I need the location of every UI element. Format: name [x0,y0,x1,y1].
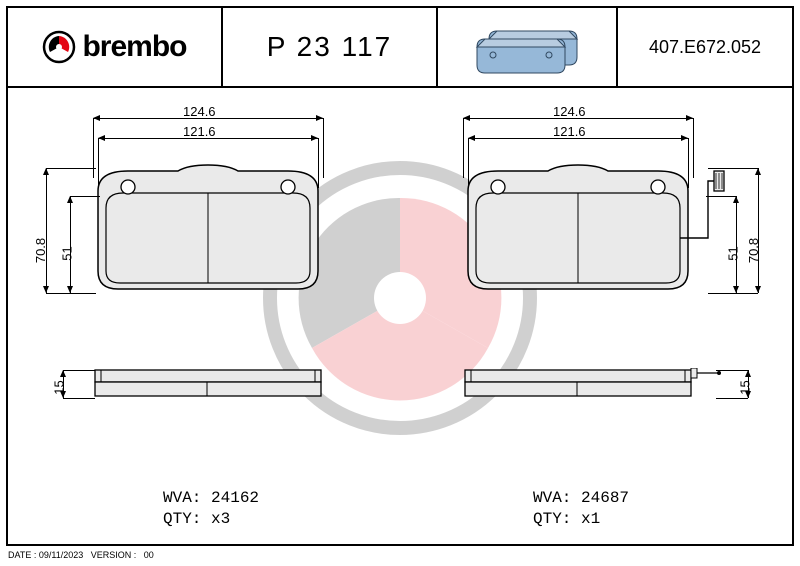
qty-label: QTY: [163,510,201,528]
dim-right-height-outer: 70.8 [746,238,761,263]
wva-label: WVA: [163,489,201,507]
dim-left-height-outer: 70.8 [33,238,48,263]
left-wva-value: 24162 [211,489,259,507]
dim-right-thickness: 15 [738,380,753,394]
footer-date-label: DATE : [8,550,36,560]
left-qty-value: x3 [211,510,230,528]
part-number-cell: P 23 117 [223,8,438,86]
isometric-cell [438,8,618,86]
right-pad-front-view [458,163,728,298]
dim-left-width-inner: 121.6 [183,124,216,139]
dim-left-thickness: 15 [52,380,67,394]
left-pad-side-view [93,368,323,400]
dim-right-width-inner: 121.6 [553,124,586,139]
dim-right-width-outer: 124.6 [553,104,586,119]
isometric-pad-icon [457,17,597,77]
brembo-logo-icon [42,30,76,64]
footer-version-value: 00 [144,550,154,560]
left-pad-front-view [88,163,328,298]
drawing-frame: brembo P 23 117 407.E672.052 [6,6,794,546]
footer-date-value: 09/11/2023 [39,550,83,560]
right-pad-side-view [463,368,723,400]
dim-left-height-inner: 51 [60,246,75,260]
brand-name: brembo [82,30,186,64]
wva-label-r: WVA: [533,489,571,507]
part-number: P 23 117 [267,31,393,63]
right-wva-value: 24687 [581,489,629,507]
right-qty-value: x1 [581,510,600,528]
footer: DATE : 09/11/2023 VERSION : 00 [8,550,154,560]
header-row: brembo P 23 117 407.E672.052 [8,8,792,88]
right-info-block: WVA: 24687 QTY: x1 [533,488,629,530]
left-info-block: WVA: 24162 QTY: x3 [163,488,259,530]
drawing-body: 124.6 121.6 70.8 51 [8,88,792,544]
dim-right-height-inner: 51 [726,246,741,260]
dim-left-width-outer: 124.6 [183,104,216,119]
brand-cell: brembo [8,8,223,86]
footer-version-label: VERSION : [91,550,137,560]
drawing-code: 407.E672.052 [649,37,761,58]
qty-label-r: QTY: [533,510,571,528]
drawing-code-cell: 407.E672.052 [618,8,792,86]
